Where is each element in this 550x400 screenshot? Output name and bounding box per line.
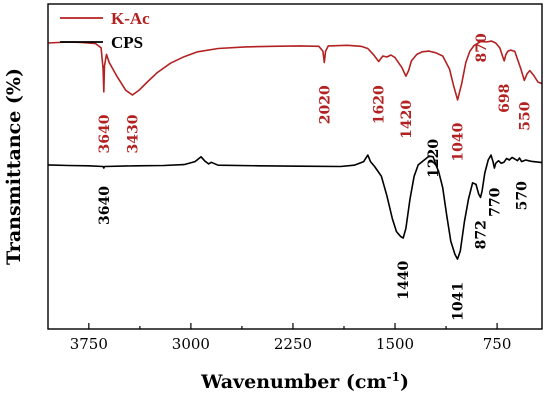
- x-tick-label: 750: [483, 335, 512, 353]
- x-axis-title-superscript: -1: [387, 370, 400, 384]
- legend-label: K-Ac: [111, 9, 150, 28]
- peak-label: 3430: [125, 114, 141, 153]
- peak-label: 1420: [399, 100, 415, 139]
- peak-label: 1041: [451, 282, 467, 321]
- peak-label: 1440: [396, 261, 412, 300]
- legend-label: CPS: [111, 33, 143, 52]
- peak-label: 872: [474, 220, 490, 249]
- peak-label: 698: [497, 84, 513, 113]
- x-tick-label: 2250: [274, 335, 312, 353]
- plot-frame: [47, 3, 543, 330]
- legend: K-Ac CPS: [60, 9, 150, 52]
- peak-label: 870: [474, 33, 490, 62]
- peak-label: 3640: [97, 186, 113, 225]
- peak-label: 550: [517, 101, 533, 130]
- x-tick-label: 3000: [172, 335, 210, 353]
- peak-label: 570: [515, 181, 531, 210]
- x-axis-title: Wavenumber (cm-1): [200, 370, 409, 393]
- x-tick-label: 1500: [376, 335, 414, 353]
- series-curves: [47, 40, 543, 260]
- peak-label: 770: [487, 187, 503, 216]
- x-axis-title-main: Wavenumber (cm: [200, 371, 387, 393]
- x-axis-title-suffix: ): [400, 371, 409, 393]
- x-tick-label: 3750: [70, 335, 108, 353]
- peak-label: 3640: [97, 114, 113, 153]
- series-line-cps: [47, 154, 543, 260]
- series-line-k-ac: [47, 40, 543, 101]
- x-axis: 3750 3000 2250 1500 750: [70, 323, 512, 353]
- peak-label: 1040: [451, 122, 467, 161]
- y-axis-title: Transmittance (%): [3, 68, 25, 265]
- peak-label: 1620: [372, 85, 388, 124]
- peak-label: 2020: [317, 85, 333, 124]
- peak-label: 1220: [426, 139, 442, 178]
